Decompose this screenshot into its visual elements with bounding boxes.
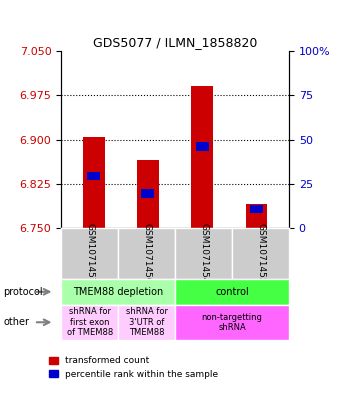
Bar [141,189,154,198]
Text: control: control [215,287,249,297]
Text: shRNA for
3'UTR of
TMEM88: shRNA for 3'UTR of TMEM88 [125,307,168,337]
Text: GSM1071456: GSM1071456 [142,223,151,284]
Bar [250,205,263,213]
Title: GDS5077 / ILMN_1858820: GDS5077 / ILMN_1858820 [93,35,257,48]
Text: protocol: protocol [3,287,43,297]
Legend: transformed count, percentile rank within the sample: transformed count, percentile rank withi… [45,353,222,383]
Bar [196,142,209,151]
Text: shRNA for
first exon
of TMEM88: shRNA for first exon of TMEM88 [67,307,113,337]
Text: GSM1071457: GSM1071457 [85,223,94,284]
Text: GSM1071455: GSM1071455 [256,223,265,284]
Bar [83,136,105,228]
Text: non-targetting
shRNA: non-targetting shRNA [202,312,262,332]
Bar [245,204,267,228]
Text: TMEM88 depletion: TMEM88 depletion [73,287,163,297]
Bar [87,172,100,180]
Bar [191,86,213,228]
Text: other: other [3,317,29,327]
Text: GSM1071454: GSM1071454 [199,223,208,284]
Bar [137,160,159,228]
